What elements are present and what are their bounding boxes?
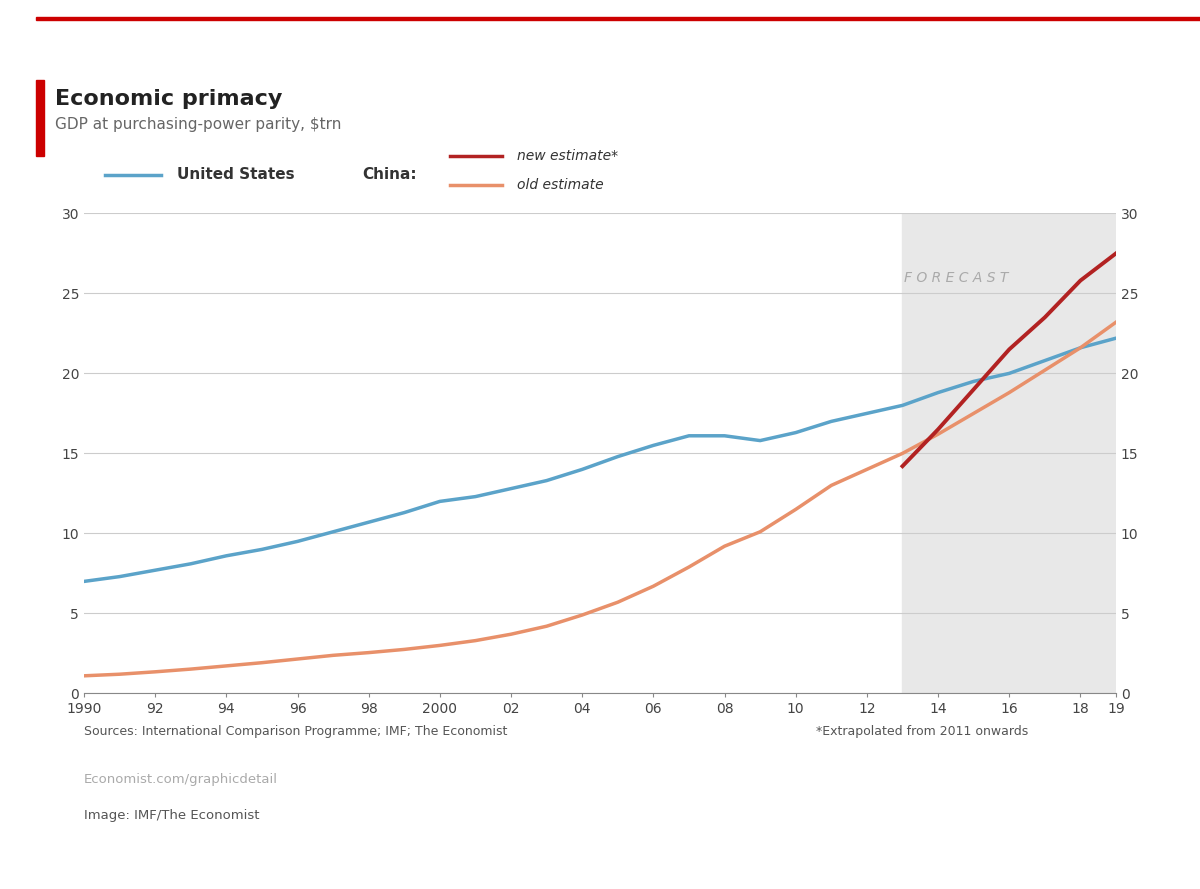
Text: old estimate: old estimate: [517, 178, 604, 191]
Text: F O R E C A S T: F O R E C A S T: [904, 271, 1008, 285]
Text: *Extrapolated from 2011 onwards: *Extrapolated from 2011 onwards: [816, 725, 1028, 738]
Text: GDP at purchasing-power parity, $trn: GDP at purchasing-power parity, $trn: [55, 117, 342, 132]
Text: Image: IMF/The Economist: Image: IMF/The Economist: [84, 809, 259, 822]
Text: Economic primacy: Economic primacy: [55, 89, 282, 108]
Text: United States: United States: [176, 167, 294, 182]
Text: Sources: International Comparison Programme; IMF; The Economist: Sources: International Comparison Progra…: [84, 725, 508, 738]
Text: new estimate*: new estimate*: [517, 148, 618, 163]
Text: China:: China:: [362, 167, 418, 182]
Bar: [902, 213, 1116, 693]
Text: Economist.com/graphicdetail: Economist.com/graphicdetail: [84, 773, 278, 787]
